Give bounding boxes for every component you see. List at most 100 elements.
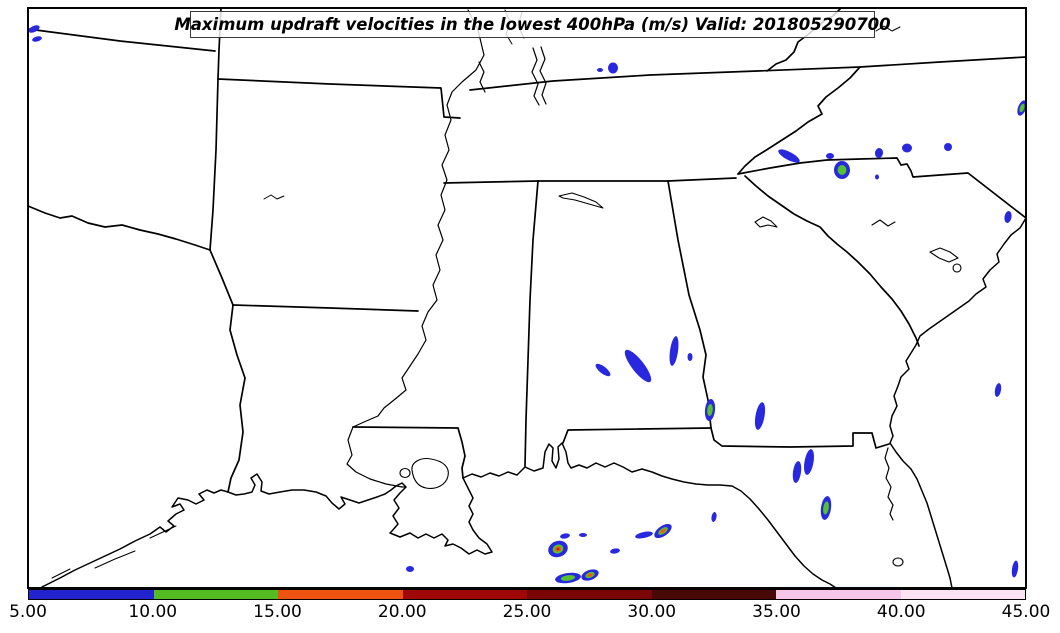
updraft-cell-contour [28,25,40,33]
colorbar-tick: 35.00 [752,602,801,622]
lake-moultrie [952,263,962,273]
updraft-cell-contour [778,149,800,163]
updraft-cell [548,540,568,558]
colorbar-segment-20-25 [402,590,527,599]
updraft-cell [654,523,672,539]
updraft-cell-contour [597,68,603,72]
updraft-cell [635,531,653,539]
barrier-island-c [51,568,71,579]
state-boundary-al-ga [667,180,712,429]
updraft-cell [560,533,570,539]
updraft-cell-contour [635,531,653,539]
updraft-cell [608,62,618,74]
updraft-cell [406,566,414,572]
tennessee-river-b [539,46,547,105]
state-boundary-tx-la [227,304,246,493]
updraft-cell [579,533,587,537]
updraft-cell-contour [560,575,576,581]
updraft-cell [610,548,620,554]
updraft-cell-contour [826,153,834,159]
tennessee-river-a [531,47,540,106]
updraft-cell-contour [792,461,802,483]
updraft-cell-contour [944,143,952,151]
lakes [399,192,962,567]
updraft-cell [597,68,603,72]
plot-title: Maximum updraft velocities in the lowest… [174,15,891,34]
updraft-cell-contour [754,402,766,430]
colorbar-tick: 45.00 [1001,602,1051,622]
updraft-cell-contour [660,528,666,534]
updraft-cell-contour [837,165,847,175]
updraft-cell-contour [595,363,611,377]
arkansas-river-squiggle [263,194,285,200]
mississippi-river-upper [352,9,485,428]
updraft-cell-contour [994,383,1002,397]
updraft-cell-contour [804,449,814,475]
st-johns-river [884,447,894,521]
updraft-cell-contour [669,336,679,366]
updraft-cell [754,402,766,430]
state-boundaries [27,7,1027,493]
updraft-cell [581,569,599,581]
updraft-cell-contour [556,547,560,551]
barrier-island-b [149,525,177,539]
barrier-island-a [94,550,136,569]
updraft-cell-contour [608,62,618,74]
state-boundary-ky-tn [469,56,1027,91]
updraft-cell [994,383,1002,397]
lake-pontchartrain [411,458,449,489]
updraft-cell-contour [707,403,713,417]
updraft-cell [1004,211,1012,223]
coastline-atlantic [889,217,1027,589]
colorbar-tick: 5.00 [9,602,47,622]
updraft-cell-contour [1011,560,1019,578]
updraft-cell [687,353,693,361]
updraft-cell-contour [624,349,652,383]
updraft-cell [792,461,802,483]
colorbar-tick: 15.00 [253,602,302,622]
updraft-cell [874,148,884,158]
state-boundary-ga-sc-savannah-river [744,175,920,347]
state-boundary-ar-la [232,304,419,312]
updraft-cell [555,572,581,584]
updraft-cell [834,161,850,179]
ohio-river-squiggle [875,25,901,32]
state-boundary-nc-ga-sc [737,157,1027,219]
colorbar-segment-5-10 [29,590,154,599]
updraft-cell [902,143,912,153]
state-boundary-tx-ar [209,249,234,306]
state-boundary-al-fl [562,427,712,444]
lake-marion [929,247,959,263]
updraft-cell-contour [560,533,570,539]
lake-lanier-squiggle [754,216,778,228]
updraft-cell-contour [32,36,42,42]
state-boundary-tn-nc [737,66,861,175]
state-boundary-ok-ar [209,78,219,251]
updraft-cell-contour [823,501,829,515]
updraft-cell [826,153,834,159]
state-boundary-ms-al [524,180,539,467]
updraft-cell-contour [1019,103,1025,113]
updraft-cell-contour [902,143,912,153]
lake-hartwell [871,219,896,227]
lake-guntersville [558,192,604,209]
coastline-texas-louisiana [41,473,493,588]
updraft-cell [778,149,800,163]
updraft-cell-contour [874,148,884,158]
coastline-gulf-ms-al-fl [462,442,837,589]
updraft-cell-contour [406,566,414,572]
colorbar-tick: 30.00 [627,602,677,622]
updraft-cell [711,512,717,522]
updraft-cell [804,449,814,475]
colorbar-segment-35-40 [776,590,901,599]
colorbar-segment-40-45 [900,590,1025,599]
updraft-cell-contour [610,548,620,554]
colorbar-tick: 40.00 [876,602,926,622]
colorbar-segment-25-30 [527,590,652,599]
colorbar-tick: 20.00 [377,602,427,622]
updraft-cell-contour [1004,211,1012,223]
lake-maurepas [399,467,411,479]
updraft-cells-layer [28,25,1027,584]
